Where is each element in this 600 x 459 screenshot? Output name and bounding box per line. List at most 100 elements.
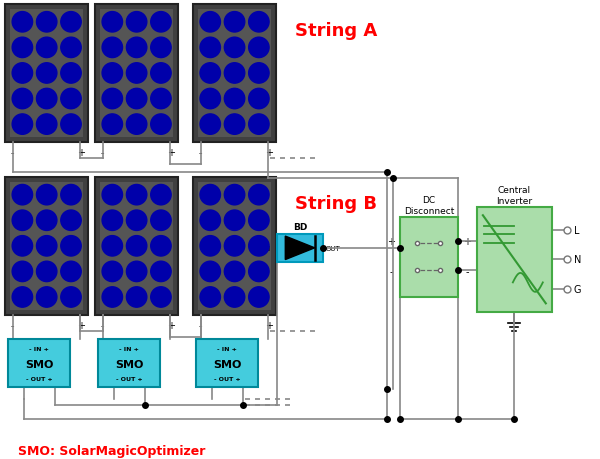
Circle shape [102, 236, 122, 257]
Circle shape [12, 64, 32, 84]
Polygon shape [130, 92, 143, 106]
Polygon shape [64, 188, 78, 202]
Text: G: G [574, 284, 581, 294]
Circle shape [248, 185, 269, 206]
Polygon shape [64, 290, 78, 304]
Circle shape [248, 89, 269, 110]
Polygon shape [252, 118, 266, 132]
Text: -: - [10, 320, 14, 330]
Bar [10, 183, 83, 310]
Polygon shape [16, 67, 29, 81]
Circle shape [224, 38, 245, 58]
Polygon shape [203, 92, 217, 106]
Circle shape [61, 211, 81, 231]
Circle shape [200, 185, 220, 206]
Polygon shape [64, 41, 78, 56]
Circle shape [127, 12, 147, 33]
Polygon shape [228, 265, 241, 279]
Text: +: + [167, 320, 175, 330]
Circle shape [102, 287, 122, 308]
Polygon shape [203, 290, 217, 304]
Circle shape [102, 64, 122, 84]
Bar [95, 178, 178, 315]
Circle shape [12, 211, 32, 231]
Circle shape [61, 185, 81, 206]
Polygon shape [16, 16, 29, 30]
Polygon shape [154, 290, 168, 304]
Polygon shape [154, 188, 168, 202]
Polygon shape [40, 67, 53, 81]
Circle shape [12, 12, 32, 33]
Circle shape [248, 12, 269, 33]
Polygon shape [106, 188, 119, 202]
Polygon shape [130, 290, 143, 304]
Circle shape [61, 12, 81, 33]
Text: +: + [167, 147, 175, 157]
Text: -: - [199, 320, 202, 330]
Text: -: - [100, 320, 104, 330]
Polygon shape [154, 265, 168, 279]
Polygon shape [203, 16, 217, 30]
Polygon shape [252, 41, 266, 56]
Circle shape [37, 115, 57, 135]
Bar [8, 339, 70, 387]
Circle shape [37, 64, 57, 84]
Polygon shape [130, 213, 143, 228]
Circle shape [102, 211, 122, 231]
Circle shape [102, 262, 122, 282]
Text: -: - [465, 267, 469, 277]
Text: +: + [77, 320, 85, 330]
Polygon shape [228, 188, 241, 202]
Polygon shape [154, 67, 168, 81]
Text: Central
Inverter: Central Inverter [496, 186, 532, 205]
Circle shape [224, 262, 245, 282]
Polygon shape [228, 41, 241, 56]
Polygon shape [154, 118, 168, 132]
Text: -: - [199, 147, 202, 157]
Circle shape [200, 211, 220, 231]
Polygon shape [203, 239, 217, 253]
Circle shape [151, 12, 171, 33]
Polygon shape [40, 239, 53, 253]
Polygon shape [252, 67, 266, 81]
Circle shape [200, 236, 220, 257]
Bar [100, 10, 173, 138]
Bar [10, 10, 83, 138]
Bar [5, 178, 88, 315]
Circle shape [102, 12, 122, 33]
Circle shape [37, 12, 57, 33]
Circle shape [127, 38, 147, 58]
Text: -: - [389, 267, 392, 277]
Circle shape [12, 185, 32, 206]
Circle shape [102, 38, 122, 58]
Circle shape [37, 287, 57, 308]
Text: N: N [574, 255, 581, 265]
Polygon shape [252, 290, 266, 304]
Circle shape [151, 64, 171, 84]
Circle shape [37, 89, 57, 110]
Bar [196, 339, 258, 387]
Polygon shape [130, 265, 143, 279]
Bar [5, 5, 88, 143]
Text: String A: String A [295, 22, 377, 40]
Circle shape [12, 115, 32, 135]
Text: +: + [387, 236, 395, 246]
Circle shape [248, 38, 269, 58]
Circle shape [61, 89, 81, 110]
Polygon shape [40, 290, 53, 304]
Polygon shape [64, 239, 78, 253]
Text: +: + [77, 147, 85, 157]
Circle shape [248, 262, 269, 282]
Polygon shape [203, 41, 217, 56]
Polygon shape [130, 67, 143, 81]
Circle shape [127, 262, 147, 282]
Circle shape [151, 236, 171, 257]
Polygon shape [64, 92, 78, 106]
Polygon shape [252, 239, 266, 253]
Circle shape [127, 185, 147, 206]
Bar [193, 178, 276, 315]
Polygon shape [16, 188, 29, 202]
Polygon shape [106, 213, 119, 228]
Text: +: + [265, 320, 273, 330]
Polygon shape [106, 16, 119, 30]
